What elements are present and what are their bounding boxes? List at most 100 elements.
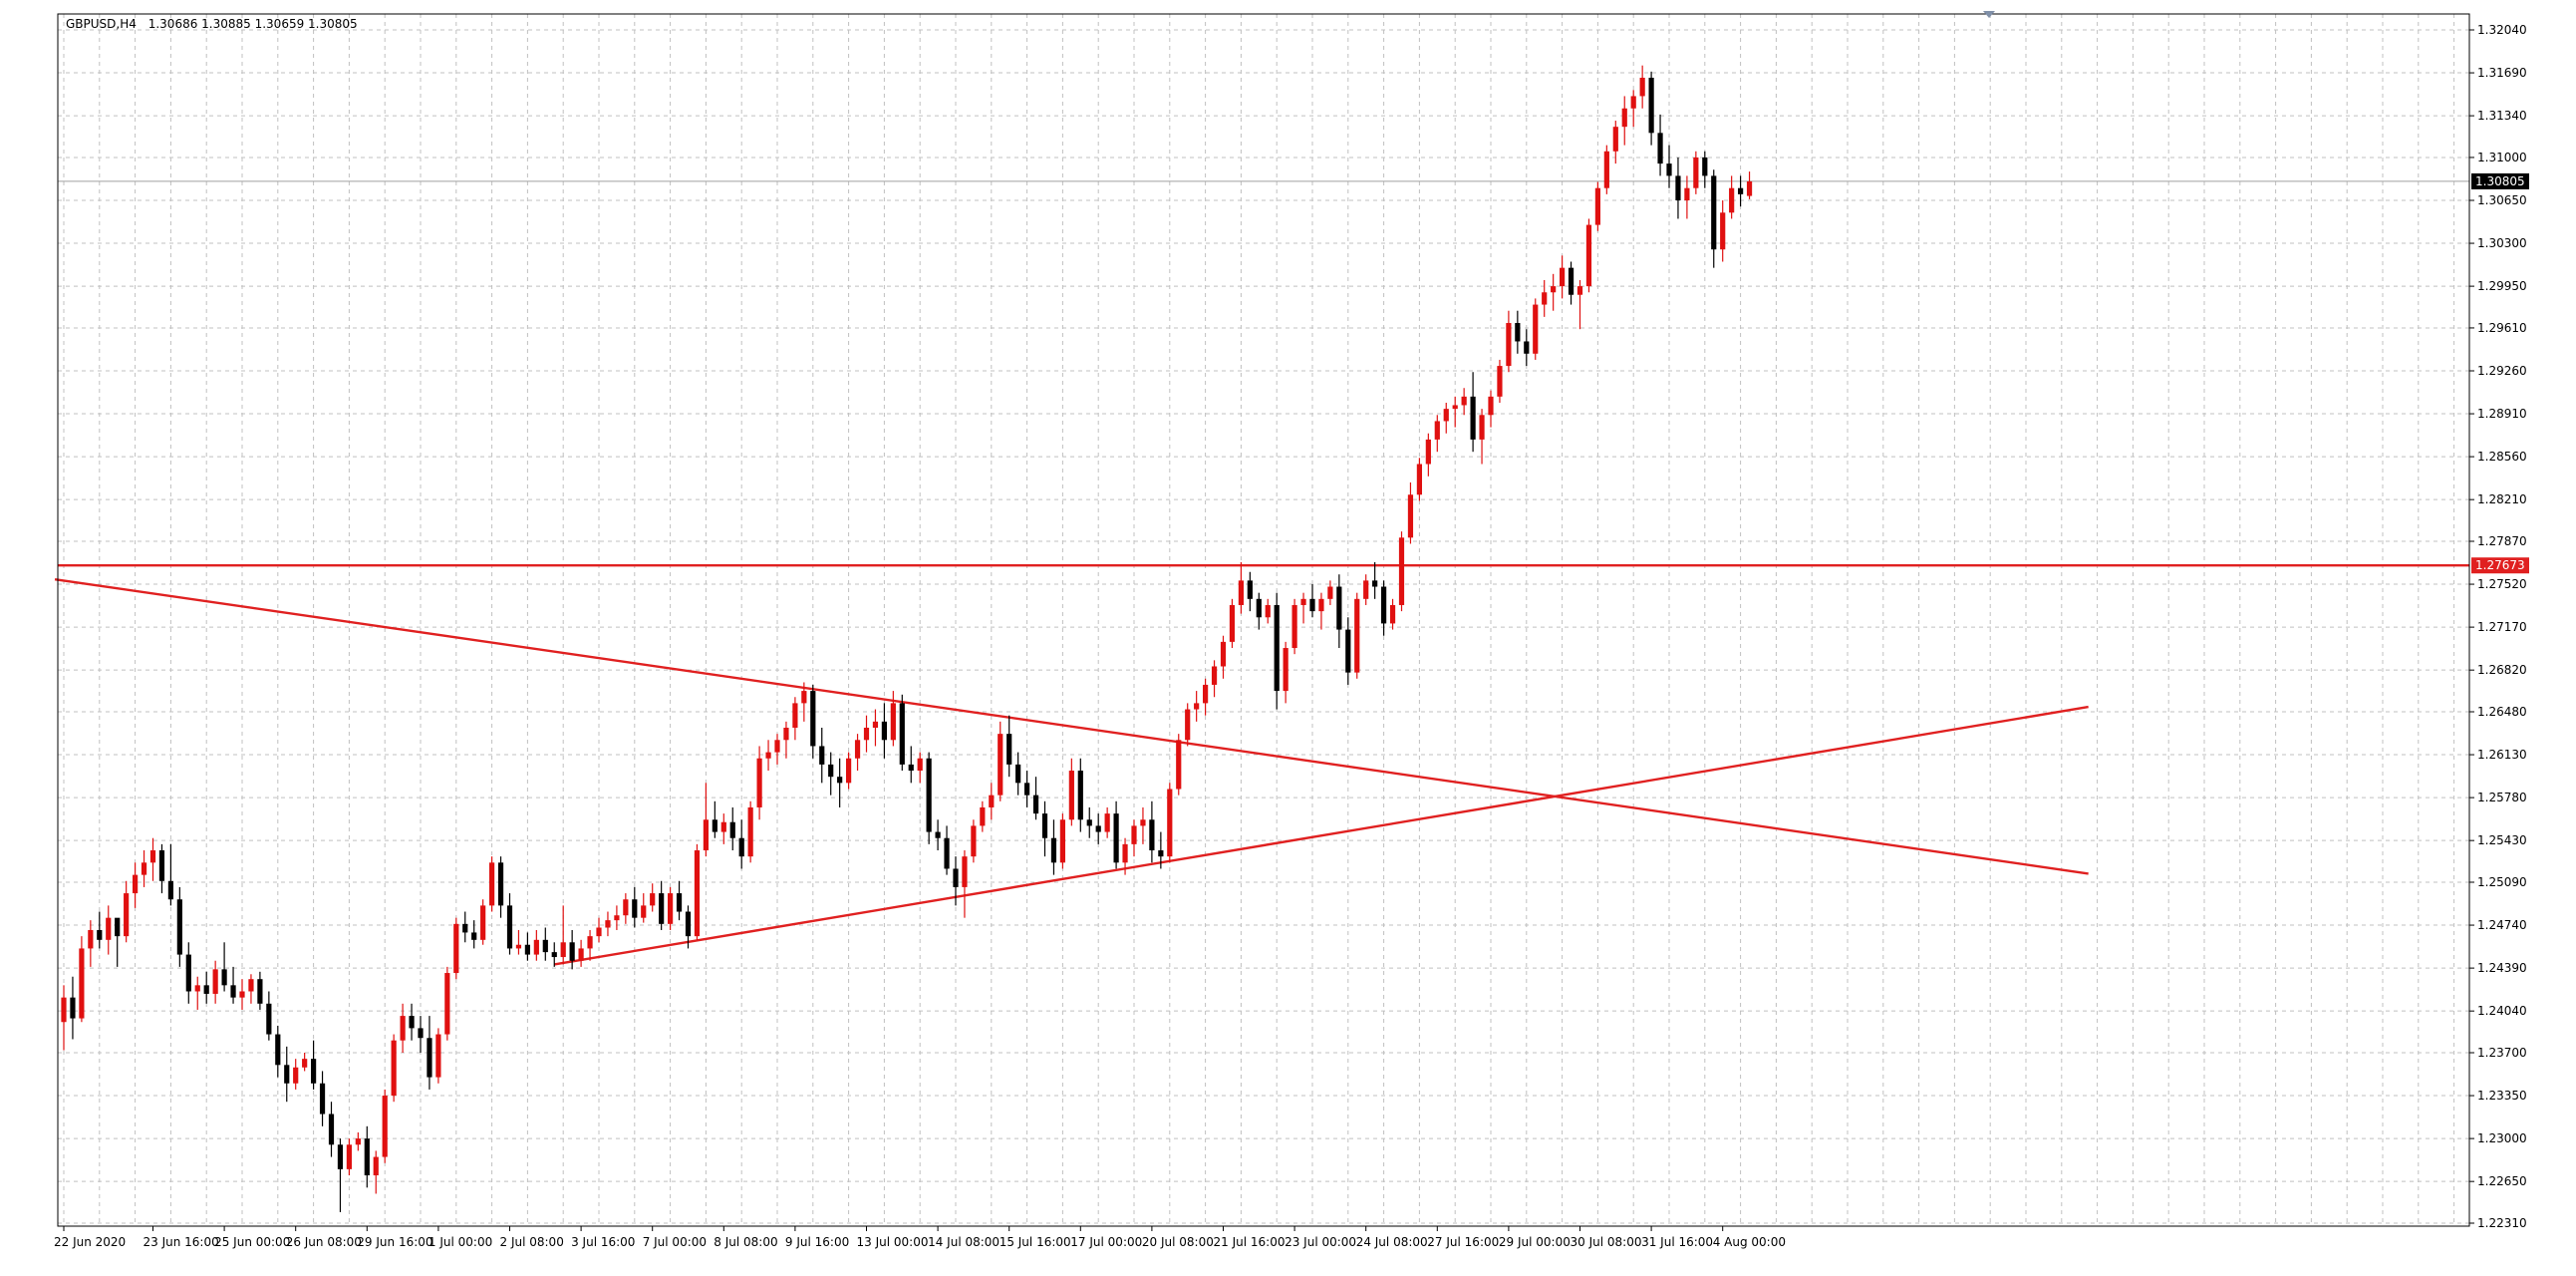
candle-body xyxy=(1131,825,1137,844)
candle-body xyxy=(908,764,914,772)
ohlc-values: 1.30686 1.30885 1.30659 1.30805 xyxy=(148,17,358,31)
level-price-tag: 1.27673 xyxy=(2471,557,2529,574)
candle-body xyxy=(409,1016,415,1029)
candle xyxy=(578,939,584,967)
candle-body xyxy=(382,1096,388,1157)
scroll-marker-icon[interactable] xyxy=(1983,11,1995,18)
candle xyxy=(837,758,843,807)
candle xyxy=(355,1131,361,1151)
candle-body xyxy=(427,1038,432,1078)
candle xyxy=(846,752,852,790)
candle xyxy=(1443,402,1449,434)
candle xyxy=(1185,703,1191,747)
level-price-tag-bg xyxy=(2471,557,2529,574)
candle xyxy=(364,1125,370,1188)
candle-body xyxy=(1666,163,1672,176)
candle-body xyxy=(506,905,513,949)
candle-body xyxy=(846,758,852,784)
y-tick-label: 1.25780 xyxy=(2477,791,2527,804)
candle-body xyxy=(337,1144,344,1169)
candle xyxy=(1336,574,1342,649)
candle-body xyxy=(1711,175,1717,250)
candle-body xyxy=(1434,421,1440,440)
candle xyxy=(712,800,717,838)
candle xyxy=(418,1016,424,1053)
candle xyxy=(257,971,263,1010)
y-tick-label: 1.27520 xyxy=(2477,577,2527,591)
y-tick-label: 1.29610 xyxy=(2477,321,2527,335)
candle xyxy=(1006,715,1012,778)
candle xyxy=(70,976,76,1040)
candle xyxy=(1515,310,1521,354)
price-tags: 1.27673 1.30805 xyxy=(2471,172,2529,574)
trendline[interactable] xyxy=(54,577,2089,875)
candle-body xyxy=(400,1016,406,1041)
candle-body xyxy=(418,1028,424,1039)
candle-body xyxy=(284,1065,290,1084)
x-tick-label: 23 Jun 16:00 xyxy=(143,1235,219,1249)
candle xyxy=(1675,157,1681,219)
candle xyxy=(212,960,218,1004)
candle-body xyxy=(497,862,504,906)
candle xyxy=(462,911,468,943)
candle-body xyxy=(792,703,798,728)
trendline[interactable] xyxy=(554,705,2089,966)
candle-body xyxy=(167,880,173,900)
candle-body xyxy=(1336,586,1342,630)
candle-body xyxy=(1621,108,1627,128)
candle-body xyxy=(88,929,94,949)
candle-body xyxy=(1363,580,1369,599)
y-tick-label: 1.22310 xyxy=(2477,1216,2527,1230)
candle xyxy=(792,697,798,741)
candle xyxy=(890,691,896,747)
candle-body xyxy=(480,905,486,940)
candle xyxy=(319,1071,326,1126)
y-tick-label: 1.31340 xyxy=(2477,109,2527,123)
y-tick-label: 1.32040 xyxy=(2477,23,2527,37)
candle-body xyxy=(1229,604,1236,642)
candle xyxy=(382,1089,388,1163)
y-tick-label: 1.24390 xyxy=(2477,961,2527,975)
level-price-tag-label: 1.27673 xyxy=(2475,558,2525,572)
candle-body xyxy=(489,862,495,906)
candle-body xyxy=(596,927,602,937)
candle xyxy=(1265,598,1271,624)
candle-body xyxy=(1648,77,1654,134)
candle xyxy=(1283,641,1288,704)
candle-body xyxy=(524,944,530,955)
candle-body xyxy=(1381,586,1387,624)
candle-body xyxy=(346,1144,352,1169)
candle-body xyxy=(623,899,629,916)
candle xyxy=(998,721,1003,801)
candle-body xyxy=(1425,439,1431,465)
candle xyxy=(1220,635,1227,679)
x-tick-label: 22 Jun 2020 xyxy=(54,1235,126,1249)
candle xyxy=(453,917,459,980)
candle xyxy=(899,694,905,772)
candle-body xyxy=(1211,666,1218,685)
candle-body xyxy=(1506,323,1512,367)
candle-body xyxy=(712,819,717,832)
candle-body xyxy=(632,899,638,918)
candle-body xyxy=(176,899,182,955)
x-tick-label: 26 Jun 08:00 xyxy=(286,1235,362,1249)
candle xyxy=(1086,806,1092,838)
y-tick-label: 1.28210 xyxy=(2477,492,2527,506)
candle xyxy=(293,1059,299,1090)
candle-body xyxy=(650,893,656,906)
y-tick-label: 1.24740 xyxy=(2477,918,2527,932)
candle xyxy=(337,1138,344,1212)
candle xyxy=(703,783,709,857)
candle-body xyxy=(1247,580,1253,599)
candle xyxy=(79,936,85,1023)
candle xyxy=(1533,298,1539,360)
candle-body xyxy=(605,920,611,928)
candle xyxy=(872,709,879,747)
x-tick-label: 27 Jul 16:00 xyxy=(1427,1235,1499,1249)
candle xyxy=(1711,169,1717,268)
candle xyxy=(400,1003,406,1053)
y-tick-label: 1.29950 xyxy=(2477,279,2527,293)
x-tick-label: 4 Aug 00:00 xyxy=(1713,1235,1786,1249)
x-tick-label: 30 Jul 08:00 xyxy=(1571,1235,1642,1249)
